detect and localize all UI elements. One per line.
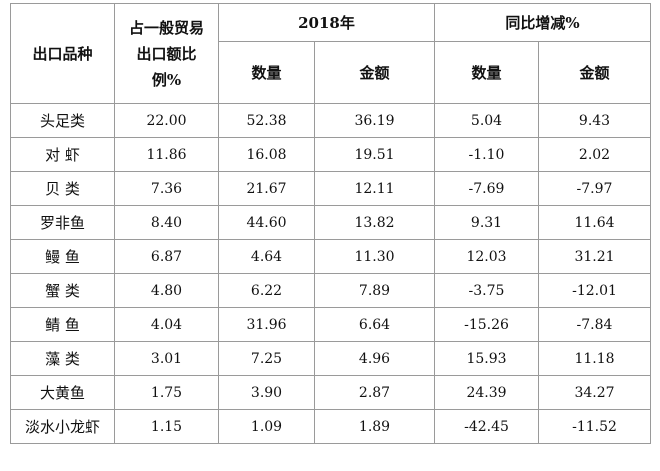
table-row: 大黄鱼 1.75 3.90 2.87 24.39 34.27 xyxy=(10,375,651,410)
table-row: 藻 类 3.01 7.25 4.96 15.93 11.18 xyxy=(10,341,651,376)
cell-qty-change: 15.93 xyxy=(434,341,539,376)
header-product: 出口品种 xyxy=(10,3,115,104)
cell-product: 大黄鱼 xyxy=(10,375,115,410)
cell-amount: 4.96 xyxy=(314,341,435,376)
cell-qty: 6.22 xyxy=(218,273,315,308)
cell-share: 6.87 xyxy=(114,239,219,274)
cell-qty: 3.90 xyxy=(218,375,315,410)
table-row: 对 虾 11.86 16.08 19.51 -1.10 2.02 xyxy=(10,137,651,172)
table-row: 鳗 鱼 6.87 4.64 11.30 12.03 31.21 xyxy=(10,239,651,274)
cell-qty-change: 12.03 xyxy=(434,239,539,274)
cell-amount-change: 34.27 xyxy=(538,375,651,410)
cell-qty: 16.08 xyxy=(218,137,315,172)
header-yoy-amount: 金额 xyxy=(538,41,651,104)
cell-amount: 19.51 xyxy=(314,137,435,172)
table-row: 蟹 类 4.80 6.22 7.89 -3.75 -12.01 xyxy=(10,273,651,308)
cell-product: 贝 类 xyxy=(10,171,115,206)
cell-amount-change: 11.18 xyxy=(538,341,651,376)
cell-amount-change: -11.52 xyxy=(538,409,651,444)
header-yoy: 同比增减% xyxy=(434,3,651,42)
header-year: 2018年 xyxy=(218,3,435,42)
table-row: 贝 类 7.36 21.67 12.11 -7.69 -7.97 xyxy=(10,171,651,206)
header-share: 占一般贸易 出口额比 例% xyxy=(114,3,219,104)
cell-amount-change: 9.43 xyxy=(538,103,651,138)
table-header: 出口品种 占一般贸易 出口额比 例% 2018年 同比增减% 数量 金额 数量 … xyxy=(10,3,651,104)
cell-amount-change: 31.21 xyxy=(538,239,651,274)
cell-share: 3.01 xyxy=(114,341,219,376)
cell-amount-change: 2.02 xyxy=(538,137,651,172)
cell-share: 1.75 xyxy=(114,375,219,410)
cell-share: 7.36 xyxy=(114,171,219,206)
cell-product: 淡水小龙虾 xyxy=(10,409,115,444)
export-table-container: 出口品种 占一般贸易 出口额比 例% 2018年 同比增减% 数量 金额 数量 … xyxy=(10,3,651,444)
header-yoy-qty: 数量 xyxy=(434,41,539,104)
cell-share: 4.04 xyxy=(114,307,219,342)
cell-share: 22.00 xyxy=(114,103,219,138)
cell-qty-change: 9.31 xyxy=(434,205,539,240)
cell-qty: 21.67 xyxy=(218,171,315,206)
cell-amount-change: -12.01 xyxy=(538,273,651,308)
cell-amount-change: -7.84 xyxy=(538,307,651,342)
cell-amount-change: 11.64 xyxy=(538,205,651,240)
cell-share: 4.80 xyxy=(114,273,219,308)
cell-amount: 1.89 xyxy=(314,409,435,444)
table-row: 鲭 鱼 4.04 31.96 6.64 -15.26 -7.84 xyxy=(10,307,651,342)
header-year-amount: 金额 xyxy=(314,41,435,104)
cell-product: 蟹 类 xyxy=(10,273,115,308)
table-row: 淡水小龙虾 1.15 1.09 1.89 -42.45 -11.52 xyxy=(10,409,651,444)
header-share-line2: 出口额比 xyxy=(136,44,197,63)
cell-amount: 13.82 xyxy=(314,205,435,240)
cell-share: 8.40 xyxy=(114,205,219,240)
cell-qty: 7.25 xyxy=(218,341,315,376)
cell-qty-change: 5.04 xyxy=(434,103,539,138)
cell-product: 鳗 鱼 xyxy=(10,239,115,274)
cell-amount-change: -7.97 xyxy=(538,171,651,206)
cell-qty-change: -3.75 xyxy=(434,273,539,308)
cell-product: 头足类 xyxy=(10,103,115,138)
cell-amount: 12.11 xyxy=(314,171,435,206)
cell-product: 罗非鱼 xyxy=(10,205,115,240)
header-share-line3: 例% xyxy=(151,70,182,89)
cell-amount: 36.19 xyxy=(314,103,435,138)
cell-qty: 4.64 xyxy=(218,239,315,274)
cell-qty: 1.09 xyxy=(218,409,315,444)
cell-amount: 11.30 xyxy=(314,239,435,274)
cell-amount: 6.64 xyxy=(314,307,435,342)
table-body: 头足类 22.00 52.38 36.19 5.04 9.43 对 虾 11.8… xyxy=(10,103,651,444)
cell-product: 藻 类 xyxy=(10,341,115,376)
cell-amount: 2.87 xyxy=(314,375,435,410)
cell-share: 1.15 xyxy=(114,409,219,444)
cell-qty: 52.38 xyxy=(218,103,315,138)
cell-qty: 31.96 xyxy=(218,307,315,342)
cell-qty-change: -42.45 xyxy=(434,409,539,444)
cell-product: 鲭 鱼 xyxy=(10,307,115,342)
cell-share: 11.86 xyxy=(114,137,219,172)
cell-qty: 44.60 xyxy=(218,205,315,240)
table-row: 头足类 22.00 52.38 36.19 5.04 9.43 xyxy=(10,103,651,138)
cell-qty-change: -15.26 xyxy=(434,307,539,342)
cell-amount: 7.89 xyxy=(314,273,435,308)
header-share-line1: 占一般贸易 xyxy=(128,18,204,37)
header-year-qty: 数量 xyxy=(218,41,315,104)
cell-qty-change: -7.69 xyxy=(434,171,539,206)
table-row: 罗非鱼 8.40 44.60 13.82 9.31 11.64 xyxy=(10,205,651,240)
cell-qty-change: -1.10 xyxy=(434,137,539,172)
cell-qty-change: 24.39 xyxy=(434,375,539,410)
cell-product: 对 虾 xyxy=(10,137,115,172)
export-table: 出口品种 占一般贸易 出口额比 例% 2018年 同比增减% 数量 金额 数量 … xyxy=(10,3,651,444)
